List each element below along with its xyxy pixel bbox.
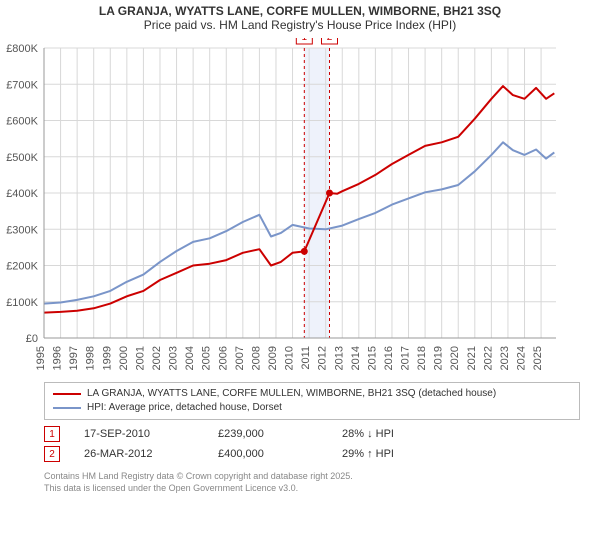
cell-price: £239,000 bbox=[218, 428, 318, 440]
legend-swatch-icon bbox=[53, 407, 81, 409]
svg-text:2008: 2008 bbox=[250, 346, 262, 370]
svg-text:£300K: £300K bbox=[6, 224, 38, 236]
svg-text:£600K: £600K bbox=[6, 116, 38, 128]
svg-text:2012: 2012 bbox=[317, 346, 329, 370]
cell-delta: 29% ↑ HPI bbox=[342, 448, 452, 460]
legend: LA GRANJA, WYATTS LANE, CORFE MULLEN, WI… bbox=[44, 382, 580, 420]
svg-text:2011: 2011 bbox=[300, 346, 312, 370]
svg-text:2002: 2002 bbox=[151, 346, 163, 370]
svg-text:2022: 2022 bbox=[482, 346, 494, 370]
svg-text:1: 1 bbox=[302, 38, 308, 43]
svg-text:2010: 2010 bbox=[284, 346, 296, 370]
svg-text:2001: 2001 bbox=[134, 346, 146, 370]
svg-text:2006: 2006 bbox=[217, 346, 229, 370]
legend-row-subject: LA GRANJA, WYATTS LANE, CORFE MULLEN, WI… bbox=[53, 387, 571, 401]
marker-icon: 1 bbox=[44, 426, 60, 442]
legend-swatch-icon bbox=[53, 393, 81, 395]
line-chart: £0 £100K £200K £300K £400K £500K £600K £700K £80… bbox=[0, 38, 560, 378]
svg-text:2014: 2014 bbox=[350, 346, 362, 370]
footer-line: Contains HM Land Registry data © Crown c… bbox=[44, 470, 580, 482]
svg-text:£0: £0 bbox=[26, 333, 38, 345]
svg-text:£200K: £200K bbox=[6, 261, 38, 273]
svg-text:2007: 2007 bbox=[234, 346, 246, 370]
svg-text:2: 2 bbox=[327, 38, 333, 43]
transactions-table: 1 17-SEP-2010 £239,000 28% ↓ HPI 2 26-MA… bbox=[44, 424, 580, 464]
table-row: 1 17-SEP-2010 £239,000 28% ↓ HPI bbox=[44, 424, 580, 444]
svg-text:1997: 1997 bbox=[68, 346, 80, 370]
titles: LA GRANJA, WYATTS LANE, CORFE MULLEN, WI… bbox=[0, 0, 600, 32]
svg-text:£500K: £500K bbox=[6, 152, 38, 164]
footer: Contains HM Land Registry data © Crown c… bbox=[44, 470, 580, 494]
svg-text:1999: 1999 bbox=[101, 346, 113, 370]
svg-text:2013: 2013 bbox=[333, 346, 345, 370]
chart-area: £0 £100K £200K £300K £400K £500K £600K £700K £80… bbox=[0, 38, 600, 378]
svg-text:2000: 2000 bbox=[118, 346, 130, 370]
title-sub: Price paid vs. HM Land Registry's House … bbox=[0, 18, 600, 32]
svg-text:1996: 1996 bbox=[52, 346, 64, 370]
title-main: LA GRANJA, WYATTS LANE, CORFE MULLEN, WI… bbox=[0, 4, 600, 18]
cell-price: £400,000 bbox=[218, 448, 318, 460]
marker-icon: 2 bbox=[44, 446, 60, 462]
legend-row-hpi: HPI: Average price, detached house, Dors… bbox=[53, 401, 571, 415]
svg-text:2004: 2004 bbox=[184, 346, 196, 370]
svg-text:£700K: £700K bbox=[6, 79, 38, 91]
cell-date: 26-MAR-2012 bbox=[84, 448, 194, 460]
svg-text:£800K: £800K bbox=[6, 43, 38, 55]
svg-text:£400K: £400K bbox=[6, 188, 38, 200]
chart-container: LA GRANJA, WYATTS LANE, CORFE MULLEN, WI… bbox=[0, 0, 600, 560]
svg-text:2003: 2003 bbox=[168, 346, 180, 370]
table-row: 2 26-MAR-2012 £400,000 29% ↑ HPI bbox=[44, 444, 580, 464]
cell-date: 17-SEP-2010 bbox=[84, 428, 194, 440]
svg-text:2019: 2019 bbox=[433, 346, 445, 370]
legend-label: HPI: Average price, detached house, Dors… bbox=[87, 401, 282, 415]
svg-text:2023: 2023 bbox=[499, 346, 511, 370]
svg-text:2018: 2018 bbox=[416, 346, 428, 370]
svg-text:2015: 2015 bbox=[366, 346, 378, 370]
svg-text:£100K: £100K bbox=[6, 297, 38, 309]
svg-text:1995: 1995 bbox=[35, 346, 47, 370]
svg-text:2017: 2017 bbox=[400, 346, 412, 370]
svg-text:2021: 2021 bbox=[466, 346, 478, 370]
svg-text:2024: 2024 bbox=[516, 346, 528, 370]
svg-text:2025: 2025 bbox=[532, 346, 544, 370]
footer-line: This data is licensed under the Open Gov… bbox=[44, 482, 580, 494]
svg-text:2009: 2009 bbox=[267, 346, 279, 370]
svg-text:1998: 1998 bbox=[85, 346, 97, 370]
svg-text:2005: 2005 bbox=[201, 346, 213, 370]
svg-text:2016: 2016 bbox=[383, 346, 395, 370]
cell-delta: 28% ↓ HPI bbox=[342, 428, 452, 440]
svg-text:2020: 2020 bbox=[449, 346, 461, 370]
legend-label: LA GRANJA, WYATTS LANE, CORFE MULLEN, WI… bbox=[87, 387, 496, 401]
